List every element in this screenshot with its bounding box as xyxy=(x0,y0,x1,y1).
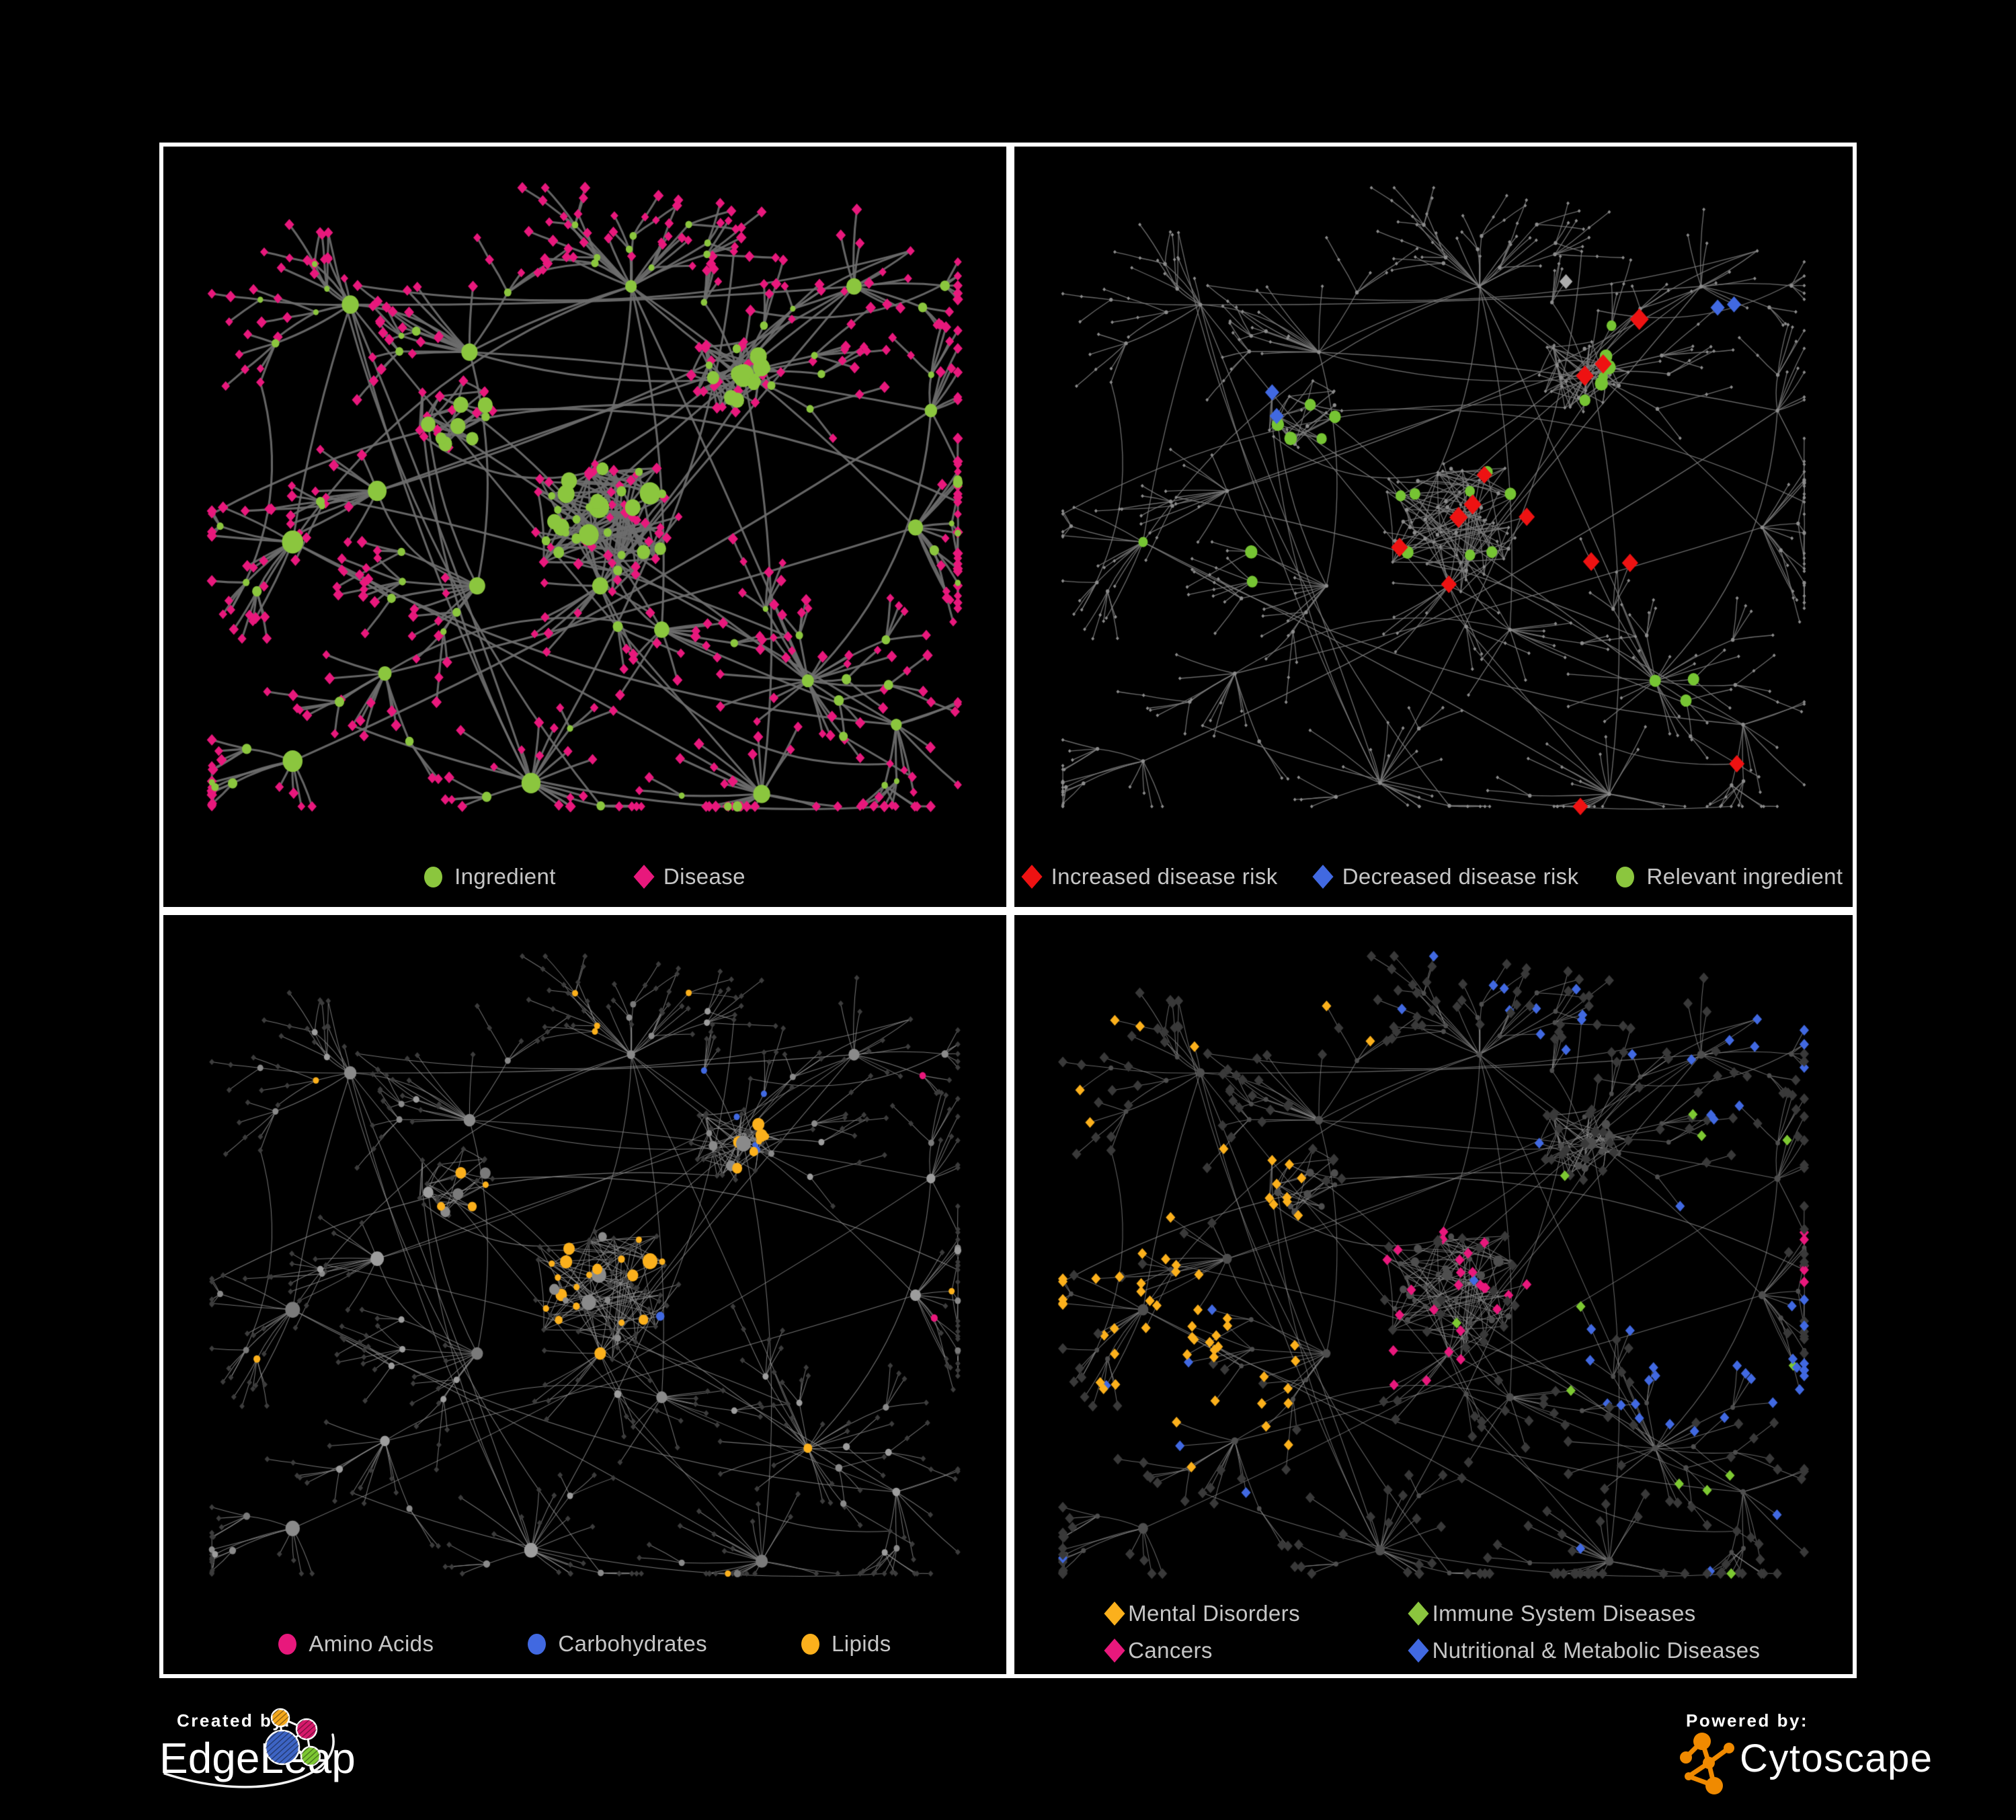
legend-label: Immune System Diseases xyxy=(1432,1601,1696,1626)
legend-label: Carbohydrates xyxy=(558,1631,707,1656)
ingredient-circle-icon xyxy=(424,866,443,887)
ingredient-disease-legend: Ingredient Disease xyxy=(163,864,1006,889)
legend-label: Mental Disorders xyxy=(1128,1601,1300,1626)
edgeleap-credit: Created by: EdgeLeap xyxy=(159,1708,448,1820)
legend-item: Decreased disease risk xyxy=(1312,864,1579,889)
increased-risk-diamond-icon xyxy=(1021,865,1043,889)
disease-class-network-canvas xyxy=(1014,915,1853,1674)
legend-label: Disease xyxy=(663,864,745,889)
carbohydrates-circle-icon xyxy=(528,1633,547,1655)
disease-risk-legend: Increased disease risk Decreased disease… xyxy=(1014,864,1853,889)
disease-risk-network-canvas xyxy=(1014,147,1853,907)
ingredient-class-network-canvas xyxy=(163,915,1006,1674)
created-by-label: Created by: xyxy=(177,1710,292,1731)
relevant-ingredient-circle-icon xyxy=(1616,866,1635,887)
legend-label: Increased disease risk xyxy=(1051,864,1278,889)
legend-item: Lipids xyxy=(801,1631,891,1657)
legend-item: Immune System Diseases xyxy=(1408,1601,1760,1626)
cytoscape-logo-icon xyxy=(1680,1733,1734,1794)
nutritional-diseases-diamond-icon xyxy=(1408,1638,1429,1663)
powered-by-label: Powered by: xyxy=(1686,1710,1809,1731)
legend-item: Relevant ingredient xyxy=(1616,864,1843,889)
legend-item: Mental Disorders xyxy=(1104,1601,1300,1626)
disease-diamond-icon xyxy=(633,865,655,889)
legend-label: Amino Acids xyxy=(309,1631,434,1656)
legend-label: Cancers xyxy=(1128,1638,1213,1663)
immune-diseases-diamond-icon xyxy=(1408,1601,1429,1626)
legend-item: Nutritional & Metabolic Diseases xyxy=(1408,1638,1761,1663)
legend-label: Ingredient xyxy=(454,864,556,889)
panel-ingredient-disease: Ingredient Disease xyxy=(159,143,1010,911)
ingredient-class-legend: Amino Acids Carbohydrates Lipids xyxy=(163,1631,1006,1657)
mental-disorders-diamond-icon xyxy=(1104,1601,1125,1626)
cytoscape-credit: Powered by: Cytoscape xyxy=(1675,1708,1991,1815)
legend-item: Carbohydrates xyxy=(528,1631,707,1657)
edgeleap-logo-icon xyxy=(163,1708,335,1788)
legend-label: Nutritional & Metabolic Diseases xyxy=(1432,1638,1761,1663)
legend-label: Decreased disease risk xyxy=(1342,864,1579,889)
disease-class-legend: Mental Disorders Immune System Diseases … xyxy=(1014,1601,1853,1663)
legend-label: Relevant ingredient xyxy=(1646,864,1843,889)
legend-item: Cancers xyxy=(1104,1638,1300,1663)
amino-acids-circle-icon xyxy=(278,1633,297,1655)
panel-ingredient-classes: Amino Acids Carbohydrates Lipids xyxy=(159,911,1010,1678)
legend-item: Increased disease risk xyxy=(1021,864,1278,889)
ingredient-disease-network-canvas xyxy=(163,147,1006,907)
decreased-risk-diamond-icon xyxy=(1312,865,1334,889)
legend-item: Amino Acids xyxy=(278,1631,434,1657)
cytoscape-logo-text: Cytoscape xyxy=(1740,1737,1933,1780)
panel-disease-risk: Increased disease risk Decreased disease… xyxy=(1010,143,1857,911)
legend-item: Disease xyxy=(633,864,745,889)
legend-label: Lipids xyxy=(832,1631,891,1656)
cancers-diamond-icon xyxy=(1104,1638,1125,1663)
lipids-circle-icon xyxy=(801,1633,819,1655)
legend-item: Ingredient xyxy=(424,864,556,889)
panel-disease-classes: Mental Disorders Immune System Diseases … xyxy=(1010,911,1857,1678)
edgeleap-logo-text: EdgeLeap xyxy=(159,1734,356,1782)
